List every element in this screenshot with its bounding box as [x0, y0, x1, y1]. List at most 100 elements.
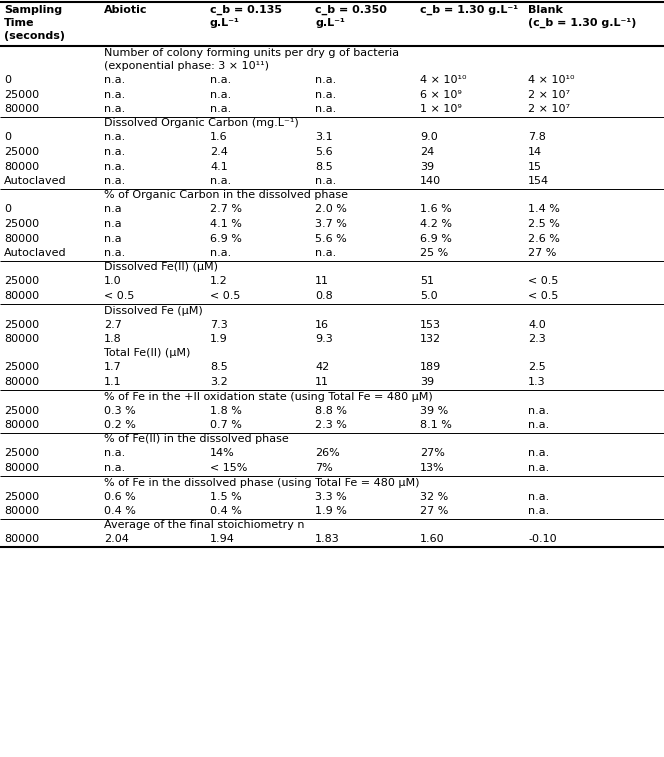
Text: 25000: 25000 — [4, 219, 39, 229]
Text: 0.8: 0.8 — [315, 291, 333, 301]
Text: 3.7 %: 3.7 % — [315, 219, 347, 229]
Text: n.a.: n.a. — [104, 147, 125, 157]
Text: 80000: 80000 — [4, 291, 39, 301]
Text: 140: 140 — [420, 176, 441, 186]
Text: 1.8 %: 1.8 % — [210, 406, 242, 416]
Text: 80000: 80000 — [4, 334, 39, 344]
Text: Dissolved Fe (μM): Dissolved Fe (μM) — [104, 306, 203, 316]
Text: 5.6: 5.6 — [315, 147, 333, 157]
Text: 0: 0 — [4, 132, 11, 142]
Text: 9.3: 9.3 — [315, 334, 333, 344]
Text: Total Fe(II) (μM): Total Fe(II) (μM) — [104, 348, 191, 359]
Text: 0.4 %: 0.4 % — [104, 506, 136, 516]
Text: n.a.: n.a. — [210, 104, 231, 114]
Text: 25000: 25000 — [4, 491, 39, 501]
Text: 6.9 %: 6.9 % — [420, 233, 452, 244]
Text: < 0.5: < 0.5 — [104, 291, 134, 301]
Text: 8.5: 8.5 — [315, 161, 333, 172]
Text: 80000: 80000 — [4, 506, 39, 516]
Text: 7.8: 7.8 — [528, 132, 546, 142]
Text: 5.0: 5.0 — [420, 291, 438, 301]
Text: 154: 154 — [528, 176, 549, 186]
Text: n.a.: n.a. — [104, 161, 125, 172]
Text: n.a.: n.a. — [104, 89, 125, 99]
Text: n.a.: n.a. — [104, 176, 125, 186]
Text: Dissolved Fe(II) (μM): Dissolved Fe(II) (μM) — [104, 263, 218, 273]
Text: 2.7 %: 2.7 % — [210, 204, 242, 214]
Text: 4 × 10¹⁰: 4 × 10¹⁰ — [420, 75, 467, 85]
Text: 2.3 %: 2.3 % — [315, 420, 347, 430]
Text: 0.6 %: 0.6 % — [104, 491, 135, 501]
Text: 3.2: 3.2 — [210, 377, 228, 387]
Text: 1.3: 1.3 — [528, 377, 546, 387]
Text: 2 × 10⁷: 2 × 10⁷ — [528, 89, 570, 99]
Text: n.a.: n.a. — [210, 89, 231, 99]
Text: 1.4 %: 1.4 % — [528, 204, 560, 214]
Text: 25000: 25000 — [4, 276, 39, 286]
Text: n.a.: n.a. — [315, 104, 336, 114]
Text: 4.1: 4.1 — [210, 161, 228, 172]
Text: 7%: 7% — [315, 463, 333, 473]
Text: 80000: 80000 — [4, 161, 39, 172]
Text: n.a.: n.a. — [528, 448, 549, 459]
Text: n.a.: n.a. — [104, 104, 125, 114]
Text: 11: 11 — [315, 377, 329, 387]
Text: Autoclaved: Autoclaved — [4, 248, 66, 258]
Text: % of Organic Carbon in the dissolved phase: % of Organic Carbon in the dissolved pha… — [104, 191, 348, 201]
Text: 14%: 14% — [210, 448, 235, 459]
Text: 2.3: 2.3 — [528, 334, 546, 344]
Text: 1.6 %: 1.6 % — [420, 204, 452, 214]
Text: 5.6 %: 5.6 % — [315, 233, 347, 244]
Text: Number of colony forming units per dry g of bacteria
(exponential phase: 3 × 10¹: Number of colony forming units per dry g… — [104, 48, 399, 71]
Text: 27 %: 27 % — [528, 248, 556, 258]
Text: n.a.: n.a. — [315, 75, 336, 85]
Text: 1.8: 1.8 — [104, 334, 122, 344]
Text: 25 %: 25 % — [420, 248, 448, 258]
Text: % of Fe(II) in the dissolved phase: % of Fe(II) in the dissolved phase — [104, 435, 289, 444]
Text: n.a.: n.a. — [104, 463, 125, 473]
Text: n.a.: n.a. — [528, 491, 549, 501]
Text: 3.1: 3.1 — [315, 132, 333, 142]
Text: 6.9 %: 6.9 % — [210, 233, 242, 244]
Text: n.a.: n.a. — [315, 89, 336, 99]
Text: (c_b = 1.30 g.L⁻¹): (c_b = 1.30 g.L⁻¹) — [528, 18, 636, 28]
Text: 11: 11 — [315, 276, 329, 286]
Text: 189: 189 — [420, 363, 442, 372]
Text: 8.5: 8.5 — [210, 363, 228, 372]
Text: 16: 16 — [315, 319, 329, 329]
Text: 15: 15 — [528, 161, 542, 172]
Text: n.a.: n.a. — [104, 132, 125, 142]
Text: 2.0 %: 2.0 % — [315, 204, 347, 214]
Text: Blank: Blank — [528, 5, 563, 15]
Text: 153: 153 — [420, 319, 441, 329]
Text: 25000: 25000 — [4, 363, 39, 372]
Text: < 0.5: < 0.5 — [210, 291, 240, 301]
Text: 32 %: 32 % — [420, 491, 448, 501]
Text: 0.4 %: 0.4 % — [210, 506, 242, 516]
Text: 25000: 25000 — [4, 406, 39, 416]
Text: 0: 0 — [4, 75, 11, 85]
Text: 24: 24 — [420, 147, 434, 157]
Text: n.a.: n.a. — [528, 420, 549, 430]
Text: 39: 39 — [420, 161, 434, 172]
Text: 4.1 %: 4.1 % — [210, 219, 242, 229]
Text: g.L⁻¹: g.L⁻¹ — [315, 18, 345, 28]
Text: 2.4: 2.4 — [210, 147, 228, 157]
Text: 0: 0 — [4, 204, 11, 214]
Text: 1.9 %: 1.9 % — [315, 506, 347, 516]
Text: 25000: 25000 — [4, 448, 39, 459]
Text: -0.10: -0.10 — [528, 534, 556, 544]
Text: 4 × 10¹⁰: 4 × 10¹⁰ — [528, 75, 574, 85]
Text: 1.1: 1.1 — [104, 377, 122, 387]
Text: c_b = 0.135: c_b = 0.135 — [210, 5, 282, 15]
Text: n.a.: n.a. — [210, 248, 231, 258]
Text: 1.9: 1.9 — [210, 334, 228, 344]
Text: n.a.: n.a. — [528, 463, 549, 473]
Text: 26%: 26% — [315, 448, 340, 459]
Text: 80000: 80000 — [4, 104, 39, 114]
Text: 27%: 27% — [420, 448, 445, 459]
Text: 25000: 25000 — [4, 147, 39, 157]
Text: (seconds): (seconds) — [4, 31, 65, 41]
Text: g.L⁻¹: g.L⁻¹ — [210, 18, 240, 28]
Text: Dissolved Organic Carbon (mg.L⁻¹): Dissolved Organic Carbon (mg.L⁻¹) — [104, 119, 299, 129]
